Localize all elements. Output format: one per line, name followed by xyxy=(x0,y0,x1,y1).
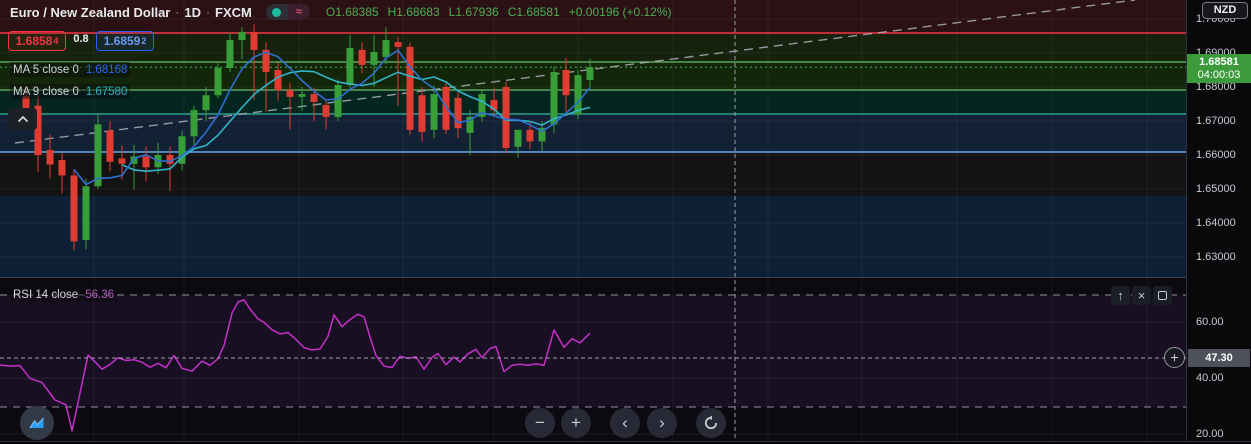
support-resistance-lines[interactable] xyxy=(0,32,1186,153)
crosshair-value-label: 47.30 xyxy=(1188,349,1250,367)
price-axis-label: 1.64000 xyxy=(1196,217,1236,229)
ma5-line[interactable] xyxy=(73,49,591,186)
add-alert-plus-button[interactable]: + xyxy=(1164,347,1185,368)
price-axis-label: 1.66000 xyxy=(1196,149,1236,161)
change-value: +0.00196 (+0.12%) xyxy=(568,5,672,19)
rsi-line[interactable] xyxy=(0,299,591,432)
ma5-value: 1.68168 xyxy=(85,63,128,76)
reset-icon xyxy=(704,415,718,430)
maximize-pane-button[interactable] xyxy=(1153,286,1172,305)
symbol-header: Euro / New Zealand Dollar · 1D · FXCM ≈ … xyxy=(10,4,672,20)
spread-label: 0.8 xyxy=(73,33,89,45)
trend-line[interactable] xyxy=(14,0,1136,144)
chevron-up-icon xyxy=(17,115,28,123)
pane-separator[interactable] xyxy=(0,277,1251,278)
rsi-value: 56.36 xyxy=(85,288,114,301)
chevron-left-icon: ‹ xyxy=(622,413,628,432)
reset-chart-button[interactable] xyxy=(696,408,726,438)
separator-dot: · xyxy=(206,5,210,19)
chevron-right-icon: › xyxy=(659,413,665,432)
zoom-in-button[interactable]: + xyxy=(561,408,591,438)
last-price-label: 1.68581 04:00:03 xyxy=(1187,54,1251,83)
price-axis-label: 1.68000 xyxy=(1196,81,1236,93)
connection-dot-icon xyxy=(272,7,282,17)
high-value: 1.68683 xyxy=(396,5,440,19)
minus-icon: − xyxy=(535,413,545,432)
zoom-out-button[interactable]: − xyxy=(525,408,555,438)
collapse-up-button[interactable] xyxy=(8,108,37,130)
ma9-value: 1.67580 xyxy=(85,85,128,98)
scroll-right-button[interactable]: › xyxy=(647,408,677,438)
price-axis-label: 1.65000 xyxy=(1196,183,1236,195)
price-axis-label: 1.63000 xyxy=(1196,251,1236,263)
timeframe-label[interactable]: 1D xyxy=(184,4,201,20)
arrow-up-icon: ↑ xyxy=(1117,288,1124,303)
grid-lines xyxy=(0,0,1186,441)
low-value: 1.67936 xyxy=(455,5,499,19)
open-value: 1.68385 xyxy=(335,5,379,19)
rsi-axis-label: 20.00 xyxy=(1196,428,1224,440)
candlestick-series[interactable] xyxy=(22,24,594,251)
price-zone-bands xyxy=(0,0,1186,277)
bar-countdown: 04:00:03 xyxy=(1197,69,1241,81)
chart-logo-button[interactable] xyxy=(20,406,54,440)
exchange-label[interactable]: FXCM xyxy=(215,4,252,20)
ohlc-readout: O1.68385 H1.68683 L1.67936 C1.68581 +0.0… xyxy=(325,5,672,19)
status-pill[interactable]: ≈ xyxy=(265,4,310,20)
area-chart-icon xyxy=(29,417,44,429)
rsi-band-lines xyxy=(0,294,1186,408)
rsi-band-fill xyxy=(0,295,1186,407)
rsi-axis-label: 40.00 xyxy=(1196,372,1224,384)
crosshair xyxy=(0,0,1186,441)
plus-icon: + xyxy=(571,413,581,432)
close-icon: × xyxy=(1137,288,1146,303)
close-value: 1.68581 xyxy=(516,5,560,19)
move-pane-up-button[interactable]: ↑ xyxy=(1111,286,1130,305)
notifications-wave-icon: ≈ xyxy=(287,4,310,20)
time-axis[interactable] xyxy=(0,441,1251,444)
sell-button[interactable]: 1.6858 4 xyxy=(8,31,66,51)
rsi-pane-background xyxy=(0,277,1186,441)
indicator-rsi[interactable]: RSI 14 close 56.36 xyxy=(10,287,117,302)
currency-badge[interactable]: NZD xyxy=(1202,2,1248,19)
symbol-title[interactable]: Euro / New Zealand Dollar xyxy=(10,4,171,20)
separator-dot: · xyxy=(175,5,180,19)
buy-button[interactable]: 1.6859 2 xyxy=(96,31,154,51)
scroll-left-button[interactable]: ‹ xyxy=(610,408,640,438)
price-axis-label: 1.67000 xyxy=(1196,115,1236,127)
maximize-icon xyxy=(1158,291,1167,300)
indicator-ma9[interactable]: MA 9 close 0 1.67580 xyxy=(10,84,131,99)
close-pane-button[interactable]: × xyxy=(1132,286,1151,305)
rsi-axis-label: 60.00 xyxy=(1196,316,1224,328)
indicator-ma5[interactable]: MA 5 close 0 1.68168 xyxy=(10,62,131,77)
